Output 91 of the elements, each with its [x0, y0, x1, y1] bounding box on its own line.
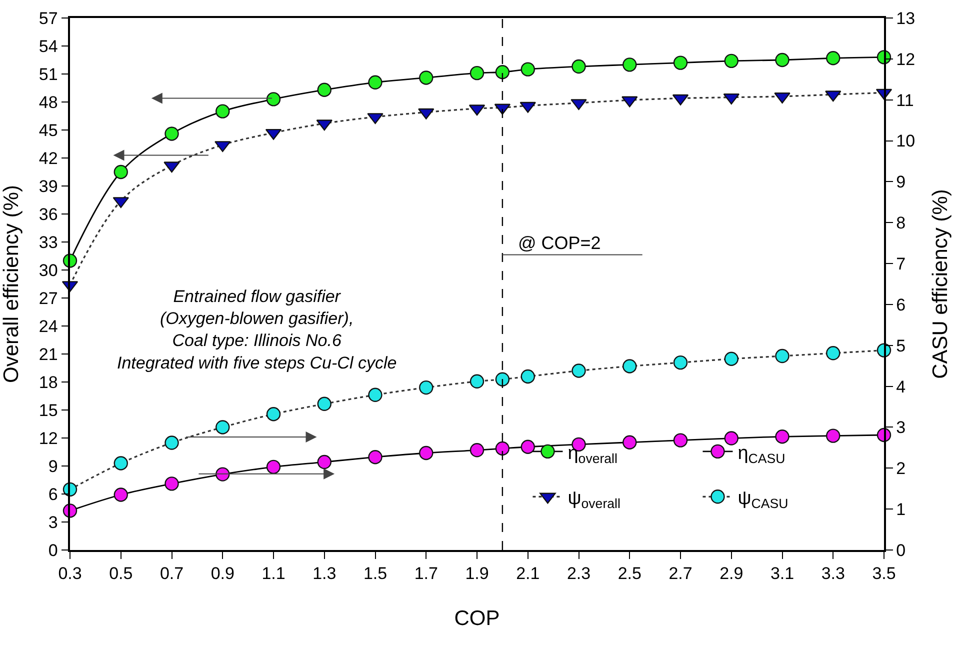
point: [826, 346, 840, 360]
point: [266, 460, 281, 474]
point: [317, 396, 332, 411]
annotation: Entrained flow gasifier (Oxygen-blowen gasifier), Coal type: Illinois No.6 Integrated with five steps Cu-Cl cycle: [117, 287, 397, 372]
legend-label: η$_{overall}$: [568, 442, 618, 466]
point: [164, 476, 179, 491]
point: [266, 407, 281, 422]
y-tick-label: 9: [48, 456, 58, 476]
point: [317, 454, 332, 470]
x-tick-label: 3.5: [872, 564, 896, 584]
y2-tick-label: 9: [896, 172, 906, 192]
point: [470, 374, 484, 388]
y-tick-label: 12: [38, 428, 58, 448]
y-tick-label: 24: [38, 316, 58, 336]
y-tick-label: 6: [48, 484, 58, 504]
y2-tick-label: 0: [896, 540, 906, 560]
x-tick-label: 1.9: [465, 564, 489, 584]
point: [495, 372, 510, 386]
y2-tick-label: 8: [896, 214, 906, 233]
x-tick-label: 2.9: [720, 564, 744, 584]
point: [419, 446, 434, 460]
y2-tick-label: 3: [896, 418, 906, 438]
point: [724, 431, 738, 446]
point: [622, 435, 637, 450]
legend-label: η$_{CASU}$: [738, 442, 786, 466]
y2-axis-title: CASU efficiency (%): [929, 189, 952, 379]
y-tick-label: 27: [38, 288, 58, 308]
x-tick-label: 2.1: [516, 564, 540, 584]
x-tick-label: 1.5: [363, 564, 388, 584]
y2-tick-label: 5: [896, 336, 906, 356]
y2-tick-label: 11: [896, 90, 914, 110]
ref-line-label: @ COP=2: [518, 233, 601, 253]
x-tick-label: 1.7: [414, 564, 438, 584]
y-tick-label: 51: [38, 64, 58, 84]
point: [775, 430, 790, 444]
point: [216, 467, 230, 482]
x-axis-title: COP: [454, 606, 500, 630]
x-tick-label: 2.3: [566, 564, 591, 584]
x-tick-label: 0.9: [210, 564, 234, 584]
point: [775, 348, 790, 364]
point: [673, 433, 688, 448]
y2-tick-label: 1: [896, 500, 906, 520]
point: [470, 443, 484, 458]
point: [368, 388, 382, 402]
x-tick-label: 1.1: [262, 564, 286, 584]
y-tick-label: 42: [38, 148, 58, 168]
y-tick-label: 54: [38, 36, 58, 56]
y-tick-label: 39: [38, 176, 58, 196]
point: [114, 456, 128, 470]
y2-tick-label: 2: [896, 459, 906, 478]
point: [826, 428, 840, 443]
y2-tick-label: 13: [896, 8, 916, 28]
y2-tick-label: 10: [896, 132, 916, 151]
y-tick-label: 18: [38, 372, 58, 392]
y2-tick-label: 12: [896, 50, 916, 69]
y-tick-label: 21: [38, 344, 58, 364]
y-axis-title: Overall efficiency (%): [0, 184, 23, 384]
y2-tick-label: 4: [896, 377, 906, 396]
point: [368, 450, 382, 464]
y-tick-label: 48: [38, 92, 58, 112]
x-tick-label: 0.3: [58, 564, 82, 584]
y-tick-label: 57: [38, 8, 58, 28]
x-tick-label: 1.3: [312, 564, 336, 584]
y2-tick-label: 6: [896, 295, 906, 314]
point: [114, 488, 128, 502]
y-tick-label: 33: [38, 232, 58, 252]
y-tick-label: 0: [48, 540, 58, 560]
y-tick-label: 3: [48, 512, 58, 532]
x-tick-label: 2.7: [668, 564, 692, 584]
x-tick-label: 3.1: [770, 564, 794, 584]
y-tick-label: 36: [38, 204, 58, 224]
legend-label: ψ$_{CASU}$: [738, 488, 788, 512]
point: [572, 364, 586, 378]
y-tick-label: 30: [38, 260, 58, 280]
x-tick-label: 2.5: [618, 564, 642, 584]
point: [216, 420, 230, 434]
y2-tick-label: 7: [896, 254, 906, 274]
point: [520, 369, 535, 384]
x-tick-label: 3.3: [821, 564, 845, 584]
legend-label: ψ$_{overall}$: [568, 488, 620, 512]
point: [622, 359, 637, 374]
point: [419, 380, 434, 395]
point: [724, 352, 738, 366]
point: [673, 355, 688, 370]
point: [495, 441, 510, 456]
y-tick-label: 15: [38, 400, 58, 420]
point: [520, 440, 535, 454]
point: [164, 436, 179, 450]
x-tick-label: 0.7: [160, 564, 184, 584]
x-tick-label: 0.5: [109, 564, 133, 584]
y-tick-label: 45: [38, 120, 58, 140]
